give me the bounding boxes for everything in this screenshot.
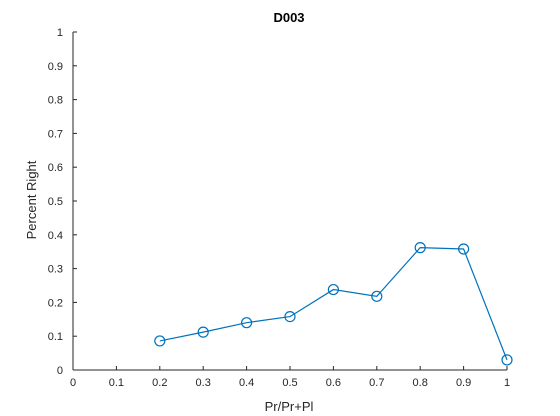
x-tick-label: 0: [70, 377, 76, 389]
series-line: [159, 247, 508, 361]
y-tick-label: 0.6: [48, 162, 63, 174]
data-point-marker: [241, 317, 253, 329]
data-point-marker: [371, 290, 383, 302]
data-point-marker: [414, 242, 426, 254]
x-tick-label: 0.4: [239, 377, 254, 389]
y-tick-label: 0.3: [48, 264, 63, 276]
y-tick-label: 0: [57, 365, 63, 377]
data-point-marker: [197, 326, 209, 338]
x-tick-label: 0.9: [456, 377, 471, 389]
data-point-marker: [501, 354, 513, 366]
x-tick-label: 0.3: [196, 377, 211, 389]
x-tick-label: 0.1: [109, 377, 124, 389]
x-axis-ticks: 0 0.1 0.2 0.3 0.4 0.5 0.6 0.7 0.8 0.9 1: [70, 366, 510, 389]
x-tick-label: 0.6: [326, 377, 341, 389]
y-tick-label: 0.4: [48, 230, 63, 242]
y-tick-label: 0.2: [48, 297, 63, 309]
chart-title: D003: [273, 10, 304, 25]
x-axis-label: Pr/Pr+Pl: [265, 399, 314, 414]
x-tick-label: 0.5: [282, 377, 297, 389]
data-point-marker: [327, 283, 339, 296]
y-tick-label: 0.9: [48, 61, 63, 73]
data-point-marker: [458, 243, 470, 255]
x-tick-label: 0.8: [413, 377, 428, 389]
plot-series: [154, 242, 513, 366]
x-tick-label: 0.2: [152, 377, 167, 389]
data-point-marker: [154, 335, 166, 347]
data-point-marker: [284, 310, 296, 323]
y-tick-label: 0.8: [48, 95, 63, 107]
y-tick-label: 0.5: [48, 196, 63, 208]
y-axis-ticks: 0 0.1 0.2 0.3 0.4 0.5 0.6 0.7 0.8 0.9 1: [48, 27, 77, 377]
y-tick-label: 0.7: [48, 128, 63, 140]
y-axis-label: Percent Right: [24, 160, 39, 239]
x-tick-label: 1: [504, 377, 510, 389]
y-tick-label: 1: [57, 27, 63, 39]
x-tick-label: 0.7: [369, 377, 384, 389]
y-tick-label: 0.1: [48, 331, 63, 343]
axes: [72, 32, 507, 371]
